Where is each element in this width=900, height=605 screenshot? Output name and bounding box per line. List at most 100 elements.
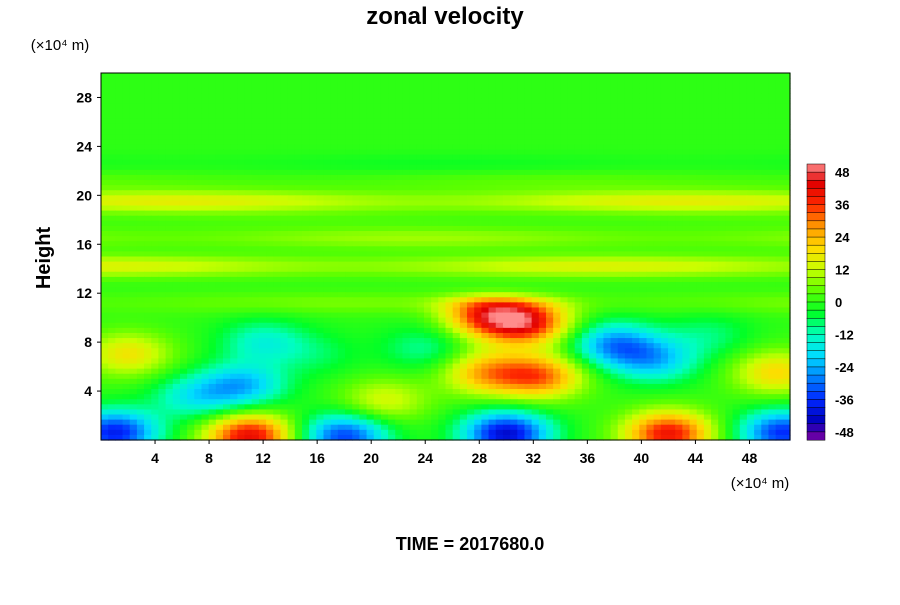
heatmap-cell: [467, 200, 475, 207]
heatmap-cell: [452, 220, 461, 227]
heatmap-cell: [675, 88, 683, 94]
heatmap-cell: [323, 271, 332, 278]
heatmap-cell: [675, 174, 683, 181]
heatmap-cell: [746, 180, 755, 186]
heatmap-cell: [230, 246, 238, 253]
heatmap-cell: [531, 113, 540, 120]
heatmap-cell: [639, 200, 648, 207]
heatmap-cell: [187, 281, 195, 288]
heatmap-cell: [330, 220, 339, 227]
heatmap-cell: [201, 241, 210, 247]
heatmap-cell: [574, 180, 583, 186]
heatmap-cell: [574, 113, 583, 120]
heatmap-cell: [581, 174, 590, 181]
heatmap-cell: [617, 205, 626, 212]
heatmap-cell: [589, 174, 597, 181]
heatmap-cell: [452, 251, 461, 258]
heatmap-cell: [388, 251, 396, 258]
heatmap-cell: [194, 164, 203, 171]
heatmap-cell: [402, 159, 411, 166]
heatmap-cell: [545, 261, 554, 268]
heatmap-cell: [431, 139, 439, 145]
heatmap-cell: [639, 236, 648, 242]
heatmap-cell: [431, 327, 439, 334]
heatmap-cell: [624, 327, 633, 334]
heatmap-cell: [366, 169, 375, 176]
heatmap-cell: [581, 159, 590, 166]
heatmap-cell: [603, 154, 612, 161]
heatmap-cell: [553, 139, 561, 145]
heatmap-cell: [223, 154, 231, 161]
heatmap-cell: [352, 200, 360, 207]
heatmap-cell: [208, 123, 217, 130]
heatmap-cell: [560, 256, 569, 263]
heatmap-cell: [761, 256, 770, 263]
heatmap-cell: [739, 246, 748, 253]
heatmap-cell: [115, 129, 124, 135]
heatmap-cell: [316, 134, 325, 140]
heatmap-cell: [711, 174, 719, 181]
heatmap-cell: [388, 93, 396, 100]
heatmap-cell: [416, 98, 425, 105]
heatmap-cell: [581, 73, 590, 79]
heatmap-cell: [208, 83, 217, 89]
heatmap-cell: [129, 287, 138, 293]
heatmap-cell: [538, 210, 547, 217]
heatmap-cell: [223, 103, 231, 110]
heatmap-cell: [187, 241, 195, 247]
heatmap-cell: [502, 256, 511, 263]
heatmap-cell: [237, 246, 246, 253]
heatmap-cell: [761, 271, 770, 278]
heatmap-cell: [675, 83, 683, 89]
heatmap-cell: [258, 144, 267, 151]
heatmap-cell: [675, 266, 683, 273]
heatmap-cell: [459, 266, 468, 273]
heatmap-cell: [502, 139, 511, 145]
heatmap-cell: [373, 292, 382, 298]
heatmap-cell: [689, 271, 698, 278]
heatmap-cell: [732, 210, 741, 217]
heatmap-cell: [667, 98, 676, 105]
heatmap-cell: [725, 292, 734, 298]
heatmap-cell: [646, 108, 655, 115]
heatmap-cell: [589, 302, 597, 309]
heatmap-cell: [452, 164, 461, 171]
heatmap-cell: [416, 302, 425, 309]
heatmap-cell: [187, 246, 195, 253]
heatmap-cell: [567, 118, 576, 125]
heatmap-cell: [345, 210, 353, 217]
heatmap-cell: [359, 134, 368, 140]
heatmap-cell: [452, 215, 461, 222]
heatmap-cell: [144, 215, 152, 222]
heatmap-cell: [603, 98, 612, 105]
heatmap-cell: [201, 195, 210, 202]
heatmap-cell: [416, 292, 425, 298]
heatmap-cell: [667, 225, 676, 232]
heatmap-cell: [273, 123, 282, 130]
heatmap-cell: [775, 174, 784, 181]
heatmap-cell: [510, 139, 518, 145]
heatmap-cell: [345, 231, 353, 237]
heatmap-cell: [581, 144, 590, 151]
heatmap-cell: [682, 236, 691, 242]
heatmap-cell: [445, 123, 454, 130]
heatmap-cell: [711, 180, 719, 186]
heatmap-cell: [151, 180, 160, 186]
heatmap-cell: [682, 220, 691, 227]
heatmap-cell: [481, 134, 490, 140]
heatmap-cell: [488, 276, 497, 283]
heatmap-cell: [653, 134, 662, 140]
heatmap-cell: [208, 251, 217, 258]
heatmap-cell: [244, 169, 253, 176]
heatmap-cell: [215, 332, 224, 339]
heatmap-cell: [739, 93, 748, 100]
heatmap-cell: [667, 144, 676, 151]
heatmap-cell: [165, 271, 174, 278]
heatmap-cell: [409, 144, 418, 151]
heatmap-cell: [725, 261, 734, 268]
heatmap-cell: [624, 154, 633, 161]
heatmap-cell: [388, 154, 396, 161]
heatmap-cell: [589, 73, 597, 79]
heatmap-cell: [101, 159, 109, 166]
heatmap-cell: [782, 256, 791, 263]
